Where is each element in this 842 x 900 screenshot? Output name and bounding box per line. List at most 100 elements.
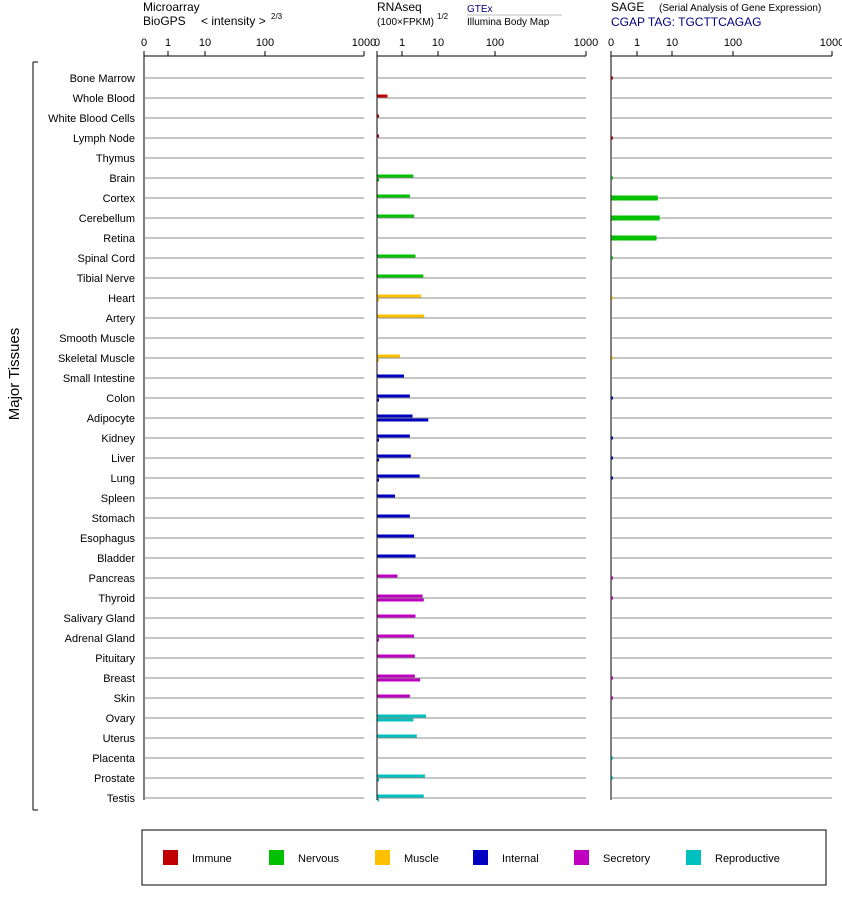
rnaseq-bar (377, 434, 410, 438)
legend-swatch (686, 850, 701, 865)
rnaseq-bar (377, 778, 379, 782)
rnaseq-tick-label: 1 (399, 37, 405, 49)
rnaseq-bar (377, 194, 410, 198)
rnaseq-bar (377, 294, 422, 298)
rnaseq-bar (377, 478, 379, 482)
legend-label: Internal (502, 853, 539, 865)
rnaseq-bar (377, 134, 379, 138)
microarray-tick-label: 1000 (352, 37, 376, 49)
rnaseq-bar (377, 774, 425, 778)
sage-bar (611, 195, 658, 201)
microarray-tick-label: 1 (165, 37, 171, 49)
rnaseq-bar (377, 714, 427, 718)
microarray-unit: < intensity > (201, 14, 266, 28)
sage-bar (611, 235, 657, 241)
tissue-label: Smooth Muscle (59, 333, 135, 345)
rnaseq-bar (377, 298, 379, 302)
y-group-label: Major Tissues (6, 328, 23, 421)
rnaseq-bar (377, 474, 420, 478)
sage-tick-label: 1000 (820, 37, 842, 49)
tissue-label: Uterus (103, 733, 136, 745)
sage-panel: 0 1 10 100 1000 (608, 37, 842, 800)
sage-bar (611, 396, 613, 400)
sage-bar (611, 215, 660, 221)
tissue-label: Retina (103, 233, 136, 245)
legend-label: Reproductive (715, 853, 780, 865)
legend-swatch (163, 850, 178, 865)
legend-swatch (574, 850, 589, 865)
microarray-tick-label: 100 (256, 37, 274, 49)
tissue-label: Adrenal Gland (65, 633, 135, 645)
tissue-label: Whole Blood (73, 93, 135, 105)
tissue-label: Bone Marrow (70, 73, 135, 85)
rnaseq-bar (377, 598, 424, 602)
tissue-label: Salivary Gland (63, 613, 135, 625)
rnaseq-bar (377, 734, 417, 738)
sage-bar (611, 676, 613, 680)
microarray-exponent: 2/3 (271, 12, 283, 21)
illumina-source-label: Illumina Body Map (467, 17, 550, 28)
tissue-label: Ovary (106, 713, 136, 725)
tissue-label: Spleen (101, 493, 135, 505)
sage-bar (611, 256, 613, 260)
tissue-label: Bladder (97, 553, 135, 565)
rnaseq-bar (377, 274, 424, 278)
rnaseq-bar (377, 458, 379, 462)
tissue-labels: Bone Marrow Whole Blood White Blood Cells L… (48, 73, 136, 805)
tissue-label: Breast (103, 673, 135, 685)
rnaseq-bar (377, 358, 379, 362)
sage-bar (611, 576, 613, 580)
tissue-label: Skin (114, 693, 135, 705)
gtex-source-label: GTEx (467, 4, 493, 15)
rnaseq-bar (377, 594, 423, 598)
microarray-tick-label: 0 (141, 37, 147, 49)
rnaseq-bar (377, 554, 416, 558)
rnaseq-bar (377, 694, 410, 698)
sage-bar (611, 436, 613, 440)
rnaseq-bar (377, 674, 415, 678)
rnaseq-tick-label: 0 (374, 37, 380, 49)
rnaseq-bar (377, 634, 415, 638)
tissue-label: Skeletal Muscle (58, 353, 135, 365)
legend: Immune Nervous Muscle Internal Secretory Repr… (163, 850, 780, 865)
rnaseq-exponent: 1/2 (437, 12, 449, 21)
sage-tick-label: 10 (666, 37, 678, 49)
rnaseq-bar (377, 398, 379, 402)
sage-bar (611, 456, 613, 460)
legend-label: Secretory (603, 853, 651, 865)
microarray-panel: 0 1 10 100 1000 (141, 37, 376, 800)
rnaseq-bar (377, 354, 400, 358)
sage-bar (611, 776, 613, 780)
sage-bar (611, 176, 613, 180)
tissue-label: Pituitary (95, 653, 135, 665)
tissue-label: Adipocyte (87, 413, 135, 425)
rnaseq-bar (377, 494, 395, 498)
rnaseq-bar (377, 114, 379, 118)
rnaseq-bar (377, 414, 413, 418)
sage-tick-label: 1 (634, 37, 640, 49)
sage-tick-label: 100 (724, 37, 742, 49)
tissue-label: Artery (106, 313, 136, 325)
rnaseq-bar (377, 678, 421, 682)
legend-swatch (473, 850, 488, 865)
tissue-label: Pancreas (89, 573, 136, 585)
rnaseq-unit: (100×FPKM) (377, 17, 434, 28)
rnaseq-bar (377, 394, 410, 398)
sage-tag: CGAP TAG: TGCTTCAGAG (611, 15, 761, 29)
rnaseq-bar (377, 638, 379, 642)
tissue-label: Lymph Node (73, 133, 135, 145)
rnaseq-bar (377, 798, 379, 802)
rnaseq-bar (377, 794, 424, 798)
rnaseq-bar (377, 718, 414, 722)
tissue-label: Cerebellum (79, 213, 135, 225)
sage-bar (611, 76, 613, 80)
rnaseq-bar (377, 174, 414, 178)
rnaseq-panel: 0 1 10 100 1000 (374, 37, 598, 802)
sage-bar (611, 136, 613, 140)
tissue-label: White Blood Cells (48, 113, 135, 125)
tissue-label: Liver (111, 453, 135, 465)
tissue-label: Kidney (101, 433, 135, 445)
tissue-label: Thyroid (98, 593, 135, 605)
rnaseq-bar (377, 574, 398, 578)
